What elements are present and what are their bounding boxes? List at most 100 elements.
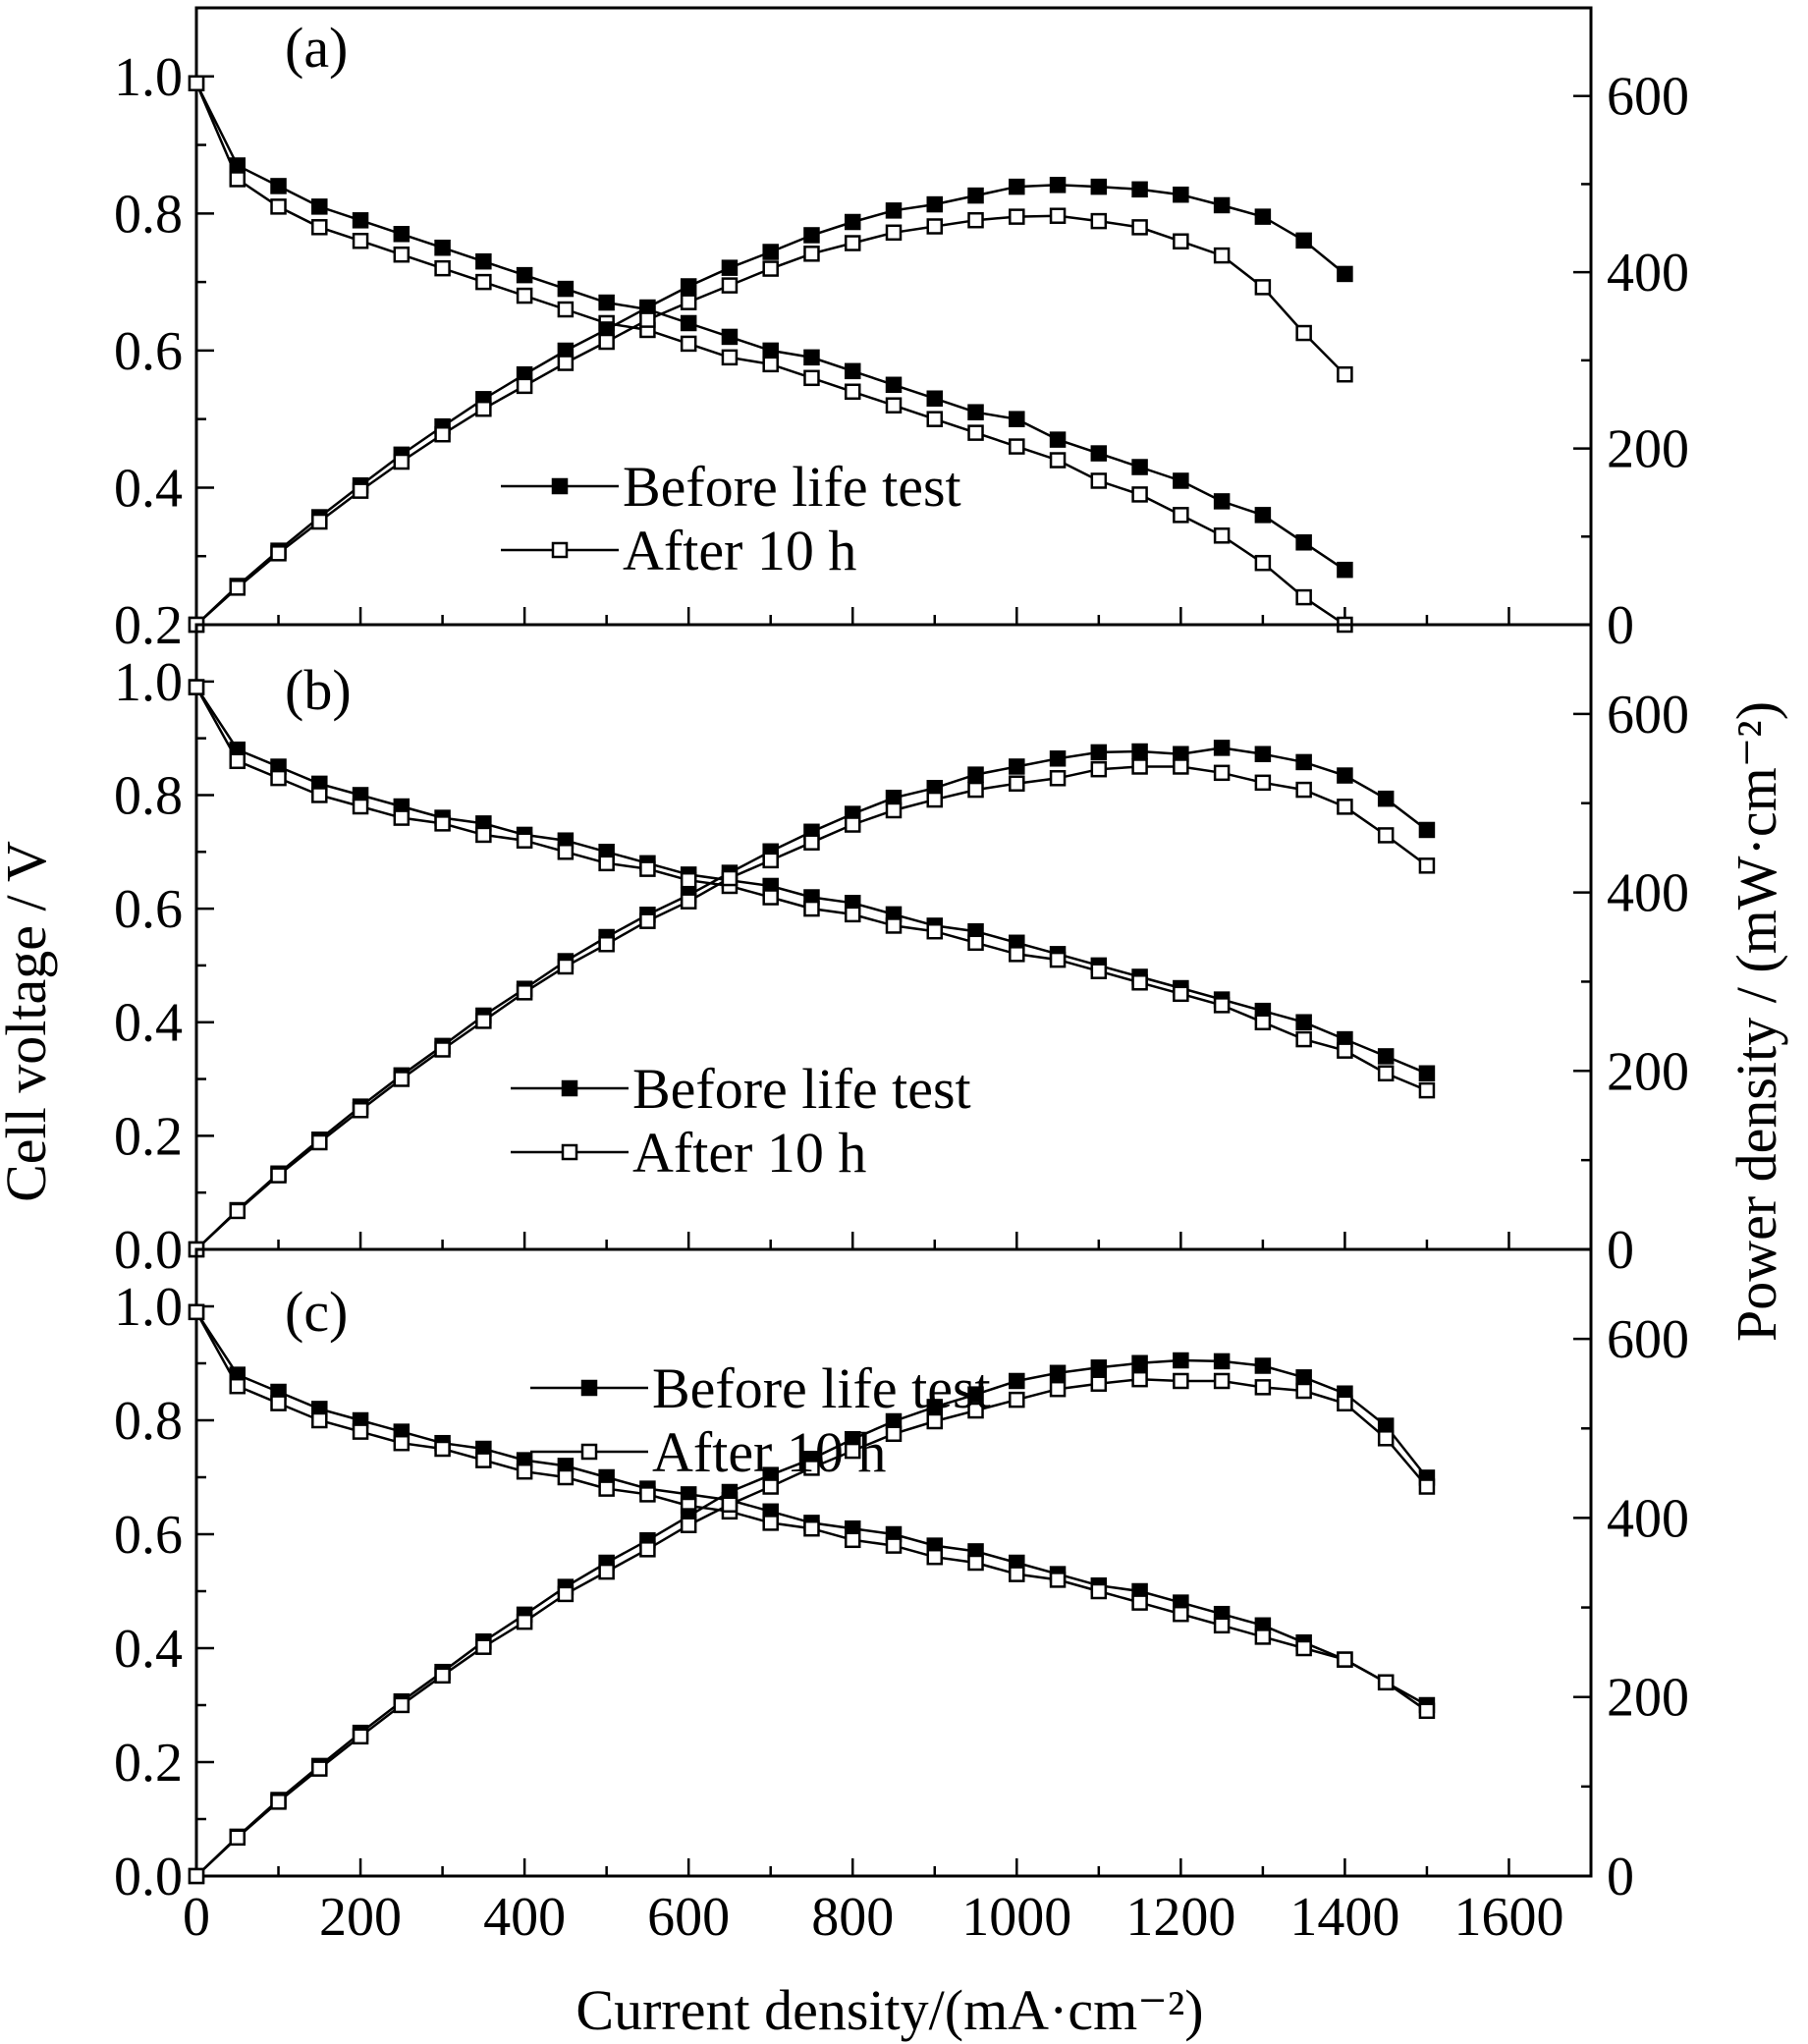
x-tick-label: 800 bbox=[811, 1887, 894, 1948]
data-point bbox=[639, 860, 656, 877]
data-point bbox=[762, 244, 779, 260]
legend-label: Before life test bbox=[632, 1057, 971, 1121]
data-point bbox=[762, 1478, 779, 1495]
data-point bbox=[721, 869, 739, 887]
y-left-tick-label: 0.6 bbox=[114, 321, 183, 382]
data-point bbox=[598, 855, 615, 872]
y-right-tick-label: 600 bbox=[1607, 67, 1689, 128]
data-point bbox=[885, 202, 903, 219]
data-point bbox=[1295, 1014, 1312, 1030]
data-point bbox=[1049, 1380, 1067, 1398]
data-point bbox=[1173, 233, 1189, 249]
data-point bbox=[188, 75, 205, 92]
data-point bbox=[680, 294, 697, 310]
data-point bbox=[270, 1395, 287, 1411]
panel-label: (a) bbox=[285, 16, 348, 80]
data-point bbox=[475, 273, 492, 291]
legend-entry: Before life test bbox=[511, 1057, 971, 1121]
data-point bbox=[475, 252, 492, 270]
data-point bbox=[926, 411, 944, 427]
data-point bbox=[1418, 1065, 1436, 1082]
data-point bbox=[926, 1412, 944, 1430]
data-point bbox=[1295, 753, 1312, 771]
data-point bbox=[557, 844, 575, 860]
data-point bbox=[1090, 212, 1108, 230]
data-point bbox=[1418, 1702, 1436, 1720]
data-point bbox=[1254, 774, 1272, 792]
x-axis-title: Current density/(mA·cm⁻²) bbox=[575, 1978, 1203, 2042]
data-point bbox=[1090, 760, 1108, 778]
data-point bbox=[1418, 1478, 1436, 1495]
data-point bbox=[803, 369, 820, 387]
data-point bbox=[1009, 775, 1025, 792]
data-point bbox=[639, 1486, 656, 1503]
y-left-tick-label: 0.2 bbox=[114, 1106, 183, 1167]
data-point bbox=[475, 1013, 492, 1029]
data-point bbox=[762, 260, 779, 277]
data-point bbox=[721, 259, 739, 276]
panel-3: 0.0 0.2 0.4 0.6 0.8 1.0 0 200 400 600 (c) Before li… bbox=[114, 1247, 1689, 1907]
data-point bbox=[393, 1696, 411, 1714]
panels-group: 0.2 0.4 0.6 0.8 1.0 0 200 400 600 (a) Before life … bbox=[114, 6, 1689, 1948]
data-point bbox=[721, 1496, 739, 1514]
data-point bbox=[352, 1102, 369, 1119]
data-point bbox=[803, 834, 820, 851]
data-point bbox=[680, 335, 697, 353]
data-point bbox=[1009, 178, 1025, 195]
data-point bbox=[844, 213, 861, 231]
data-point bbox=[1009, 946, 1025, 963]
data-point bbox=[967, 187, 984, 204]
data-point bbox=[1173, 1605, 1189, 1623]
y-right-tick-label: 0 bbox=[1607, 595, 1634, 656]
y-left-tick-label: 0.0 bbox=[114, 1220, 183, 1281]
data-point bbox=[1173, 1352, 1189, 1369]
data-point bbox=[844, 362, 861, 380]
data-point bbox=[516, 266, 533, 284]
data-point bbox=[926, 922, 944, 940]
x-tick-label: 1600 bbox=[1453, 1887, 1563, 1948]
data-point bbox=[557, 958, 575, 975]
data-point bbox=[1254, 208, 1272, 225]
data-point bbox=[1090, 445, 1108, 462]
y-left-tick-label: 0.4 bbox=[114, 993, 183, 1054]
data-point bbox=[311, 1133, 328, 1151]
data-point bbox=[598, 294, 615, 311]
data-point bbox=[516, 1613, 533, 1630]
data-point bbox=[885, 397, 903, 414]
data-point bbox=[967, 766, 984, 783]
y-left-tick-label: 0.4 bbox=[114, 1619, 183, 1680]
data-point bbox=[598, 1563, 615, 1580]
data-point bbox=[516, 832, 533, 849]
legend-entry: Before life test bbox=[530, 1356, 991, 1420]
data-point bbox=[1254, 1379, 1272, 1396]
data-point bbox=[967, 934, 984, 952]
data-point bbox=[1295, 534, 1312, 551]
data-point bbox=[557, 280, 575, 298]
data-point bbox=[516, 1463, 533, 1480]
data-point bbox=[1213, 1372, 1231, 1390]
panel-2: 0.0 0.2 0.4 0.6 0.8 1.0 0 200 400 600 (b) Before li… bbox=[114, 623, 1689, 1281]
y-left-axis-title: Cell voltage / V bbox=[0, 841, 58, 1202]
data-point bbox=[393, 809, 411, 826]
data-point bbox=[475, 1638, 492, 1655]
x-tick-label: 0 bbox=[183, 1887, 210, 1948]
x-tick-label: 1000 bbox=[961, 1887, 1071, 1948]
data-point bbox=[1377, 827, 1395, 844]
data-point bbox=[1049, 951, 1067, 968]
data-point bbox=[393, 1434, 411, 1452]
data-point bbox=[557, 1585, 575, 1603]
data-point bbox=[721, 349, 739, 366]
y-left-tick-label: 0.4 bbox=[114, 458, 183, 519]
data-point bbox=[475, 1452, 492, 1468]
data-point bbox=[1295, 588, 1312, 606]
legend-marker bbox=[580, 1379, 598, 1397]
data-point bbox=[1090, 1359, 1108, 1376]
legend-marker bbox=[561, 1143, 578, 1161]
data-point bbox=[1009, 1372, 1025, 1390]
data-point bbox=[680, 1517, 697, 1533]
y-right-tick-label: 600 bbox=[1607, 685, 1689, 746]
data-point bbox=[1337, 365, 1353, 383]
data-point bbox=[1213, 1353, 1231, 1370]
y-left-tick-label: 0.2 bbox=[114, 1733, 183, 1794]
data-point bbox=[229, 171, 247, 188]
